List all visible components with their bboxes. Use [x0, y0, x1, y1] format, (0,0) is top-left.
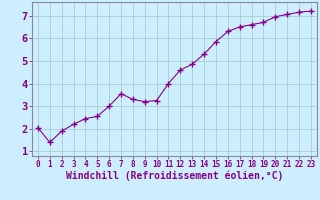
X-axis label: Windchill (Refroidissement éolien,°C): Windchill (Refroidissement éolien,°C): [66, 171, 283, 181]
